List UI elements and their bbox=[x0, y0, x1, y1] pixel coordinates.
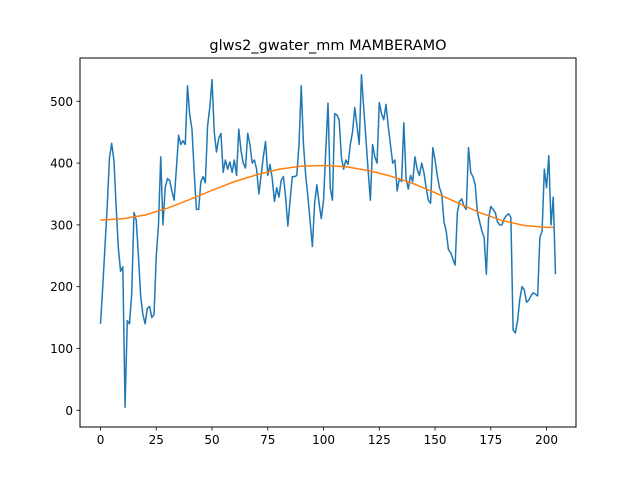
x-tick-label: 175 bbox=[479, 433, 502, 447]
y-tick-label: 200 bbox=[50, 280, 73, 294]
series-line-observed bbox=[99, 73, 557, 408]
x-axis: 0 25 50 75 100 125 150 175 200 bbox=[97, 427, 558, 447]
x-tick-label: 50 bbox=[204, 433, 219, 447]
y-tick-label: 0 bbox=[65, 404, 73, 418]
x-tick-label: 0 bbox=[97, 433, 105, 447]
y-axis: 0 100 200 300 400 500 bbox=[50, 95, 80, 418]
axes-frame bbox=[79, 57, 577, 428]
x-tick-label: 75 bbox=[260, 433, 275, 447]
y-tick-label: 400 bbox=[50, 157, 73, 171]
x-tick-label: 150 bbox=[424, 433, 447, 447]
x-tick-label: 100 bbox=[312, 433, 335, 447]
y-tick-label: 100 bbox=[50, 342, 73, 356]
series-line-trend bbox=[100, 164, 554, 229]
x-tick-label: 25 bbox=[149, 433, 164, 447]
y-tick-label: 300 bbox=[50, 218, 73, 232]
plot-area bbox=[79, 57, 577, 428]
chart-title: glws2_gwater_mm MAMBERAMO bbox=[209, 38, 446, 54]
y-tick-label: 500 bbox=[50, 95, 73, 109]
x-tick-label: 200 bbox=[535, 433, 558, 447]
series-layer bbox=[99, 73, 557, 408]
x-tick-label: 125 bbox=[368, 433, 391, 447]
